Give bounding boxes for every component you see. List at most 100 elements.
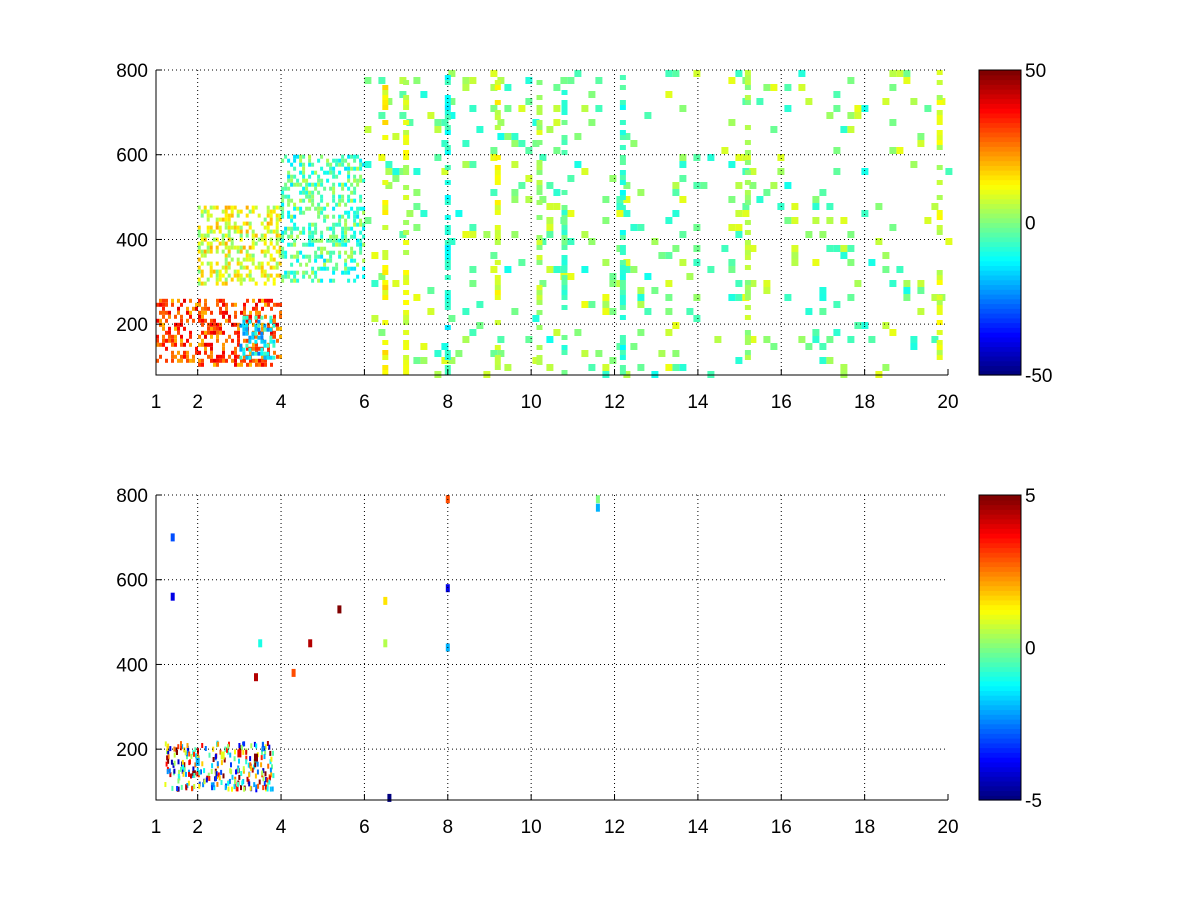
heatmap-streak-cell: [744, 125, 751, 130]
heatmap-cell: [252, 342, 255, 347]
heatmap-cell: [239, 323, 243, 328]
heatmap-cell: [553, 329, 561, 336]
heatmap-cell: [168, 338, 171, 343]
heatmap-cell: [749, 336, 757, 343]
grid-lines: [156, 494, 948, 800]
heatmap-cell: [159, 298, 162, 303]
x-tick-label: 10: [521, 392, 542, 413]
heatmap-cell: [182, 764, 185, 770]
heatmap-cell: [347, 214, 351, 219]
heatmap-streak-cell: [936, 115, 943, 120]
heatmap-cell: [234, 779, 236, 785]
heatmap-cell: [833, 147, 841, 154]
heatmap-cell: [896, 70, 904, 77]
heatmap-cell: [290, 198, 294, 203]
heatmap-cell: [272, 773, 275, 779]
heatmap-cell: [174, 342, 177, 347]
heatmap-streak-cell: [619, 195, 626, 200]
heatmap-cell: [215, 775, 217, 781]
heatmap-cell: [249, 762, 252, 768]
heatmap-cell: [749, 280, 757, 287]
heatmap-cell: [353, 210, 357, 215]
heatmap-cell: [269, 253, 273, 258]
heatmap-cell: [290, 230, 294, 235]
heatmap-cell: [185, 785, 188, 791]
heatmap-cell: [356, 154, 360, 159]
heatmap-cell: [251, 241, 255, 246]
heatmap-cell: [784, 105, 792, 112]
heatmap-cell: [156, 338, 159, 343]
heatmap-cell: [221, 273, 225, 278]
heatmap-streak-cell: [494, 320, 501, 325]
heatmap-streak-cell: [561, 205, 568, 210]
heatmap-cell: [462, 308, 470, 315]
heatmap-cell: [441, 119, 449, 126]
heatmap-streak-cell: [444, 365, 451, 370]
heatmap-cell: [227, 245, 231, 250]
heatmap-cell: [165, 302, 168, 307]
heatmap-streak-cell: [536, 200, 543, 205]
heatmap-cell: [341, 186, 345, 191]
heatmap-cell: [210, 358, 213, 363]
heatmap-streak-cell: [936, 80, 943, 85]
heatmap-streak-cell: [619, 370, 626, 375]
heatmap-cell: [693, 182, 701, 189]
heatmap-cell: [441, 343, 449, 350]
heatmap-cell: [231, 350, 234, 355]
heatmap-cell: [186, 754, 188, 760]
heatmap-cell: [281, 198, 285, 203]
heatmap-cell: [249, 785, 252, 791]
heatmap-cell: [249, 314, 252, 319]
heatmap-cell: [329, 250, 333, 255]
colorbar-swatch: [979, 785, 1021, 792]
heatmap-cell: [469, 77, 477, 84]
heatmap-cell: [290, 174, 294, 179]
colorbar-swatch: [979, 637, 1021, 644]
heatmap-cell: [195, 302, 198, 307]
heatmap-cell: [182, 771, 185, 777]
heatmap-cell: [805, 231, 813, 238]
heatmap-cell: [539, 154, 547, 161]
heatmap-streak-cell: [936, 310, 943, 315]
heatmap-cell: [392, 175, 400, 182]
heatmap-cell: [448, 98, 456, 105]
heatmap-streak-cell: [936, 330, 943, 335]
heatmap-cell: [245, 257, 249, 262]
heatmap-streak-cell: [403, 80, 410, 85]
heatmap-cell: [420, 91, 428, 98]
heatmap-cell: [332, 230, 336, 235]
heatmap-cell: [264, 784, 267, 790]
heatmap-cell: [195, 350, 198, 355]
heatmap-cell: [210, 782, 213, 788]
heatmap-cell: [254, 315, 258, 320]
heatmap-cell: [679, 196, 687, 203]
heatmap-cell: [302, 174, 306, 179]
heatmap-cell: [269, 221, 273, 226]
heatmap-streak-cell: [382, 355, 389, 360]
heatmap-streak-cell: [619, 300, 626, 305]
heatmap-streak-cell: [744, 195, 751, 200]
heatmap-cell: [230, 769, 233, 775]
colorbar-tick-label: 0: [1025, 214, 1036, 235]
heatmap-streak-cell: [561, 220, 568, 225]
heatmap-streak-cell: [444, 275, 451, 280]
heatmap-cell: [332, 170, 336, 175]
x-tick-label: 18: [854, 817, 875, 838]
heatmap-cell: [332, 238, 336, 243]
heatmap-streak-cell: [619, 355, 626, 360]
colorbar-swatch: [979, 122, 1021, 128]
heatmap-cell: [362, 266, 366, 271]
heatmap-cell: [272, 265, 276, 270]
heatmap-cell: [278, 217, 282, 222]
heatmap-streak-cell: [561, 225, 568, 230]
heatmap-streak-cell: [494, 240, 501, 245]
heatmap-cell: [222, 350, 225, 355]
heatmap-cell: [462, 231, 470, 238]
heatmap-cell: [672, 322, 680, 329]
x-tick-label: 14: [687, 817, 709, 838]
heatmap-cell: [784, 84, 792, 91]
heatmap-streak-cell: [561, 110, 568, 115]
heatmap-cell: [266, 277, 270, 282]
heatmap-cell: [264, 771, 267, 777]
heatmap-cell: [392, 168, 400, 175]
